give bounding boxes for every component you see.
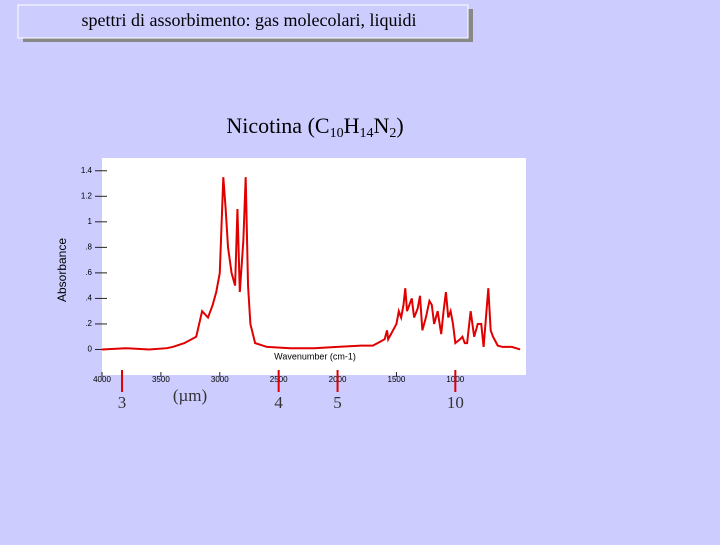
y-tick-label: 1.4 xyxy=(81,166,93,175)
micron-tick-label: 4 xyxy=(274,393,283,412)
x-axis-label: Wavenumber (cm-1) xyxy=(274,351,356,361)
y-tick-label: .4 xyxy=(85,294,92,303)
title-part: H xyxy=(344,113,360,138)
chart-title: Nicotina (C10H14N2) xyxy=(226,113,403,141)
title-subscript: 2 xyxy=(389,126,396,141)
header-box xyxy=(17,4,469,39)
micron-tick-label: 5 xyxy=(333,393,342,412)
title-part: N xyxy=(373,113,389,138)
title-subscript: 14 xyxy=(359,126,373,141)
y-tick-label: 0 xyxy=(88,345,93,354)
header-title: spettri di assorbimento: gas molecolari,… xyxy=(82,10,417,30)
y-tick-label: 1.2 xyxy=(81,191,93,200)
title-part: Nicotina (C xyxy=(226,113,329,138)
micron-tick-label: 10 xyxy=(447,393,464,412)
y-tick-label: .6 xyxy=(85,268,92,277)
x-tick-label: 3000 xyxy=(211,375,229,384)
x-tick-label: 1500 xyxy=(388,375,406,384)
x-tick-label: 3500 xyxy=(152,375,170,384)
title-part: ) xyxy=(396,113,403,138)
micron-tick-label: 3 xyxy=(118,393,127,412)
title-subscript: 10 xyxy=(330,126,344,141)
x-tick-label: 4000 xyxy=(93,375,111,384)
plot-area xyxy=(102,158,526,375)
y-tick-label: .8 xyxy=(85,242,92,251)
spectrum-line xyxy=(101,177,521,351)
micron-label: (µm) xyxy=(173,386,207,405)
y-tick-label: 1 xyxy=(88,217,93,226)
y-axis-label: Absorbance xyxy=(55,238,69,302)
y-tick-label: .2 xyxy=(85,319,92,328)
